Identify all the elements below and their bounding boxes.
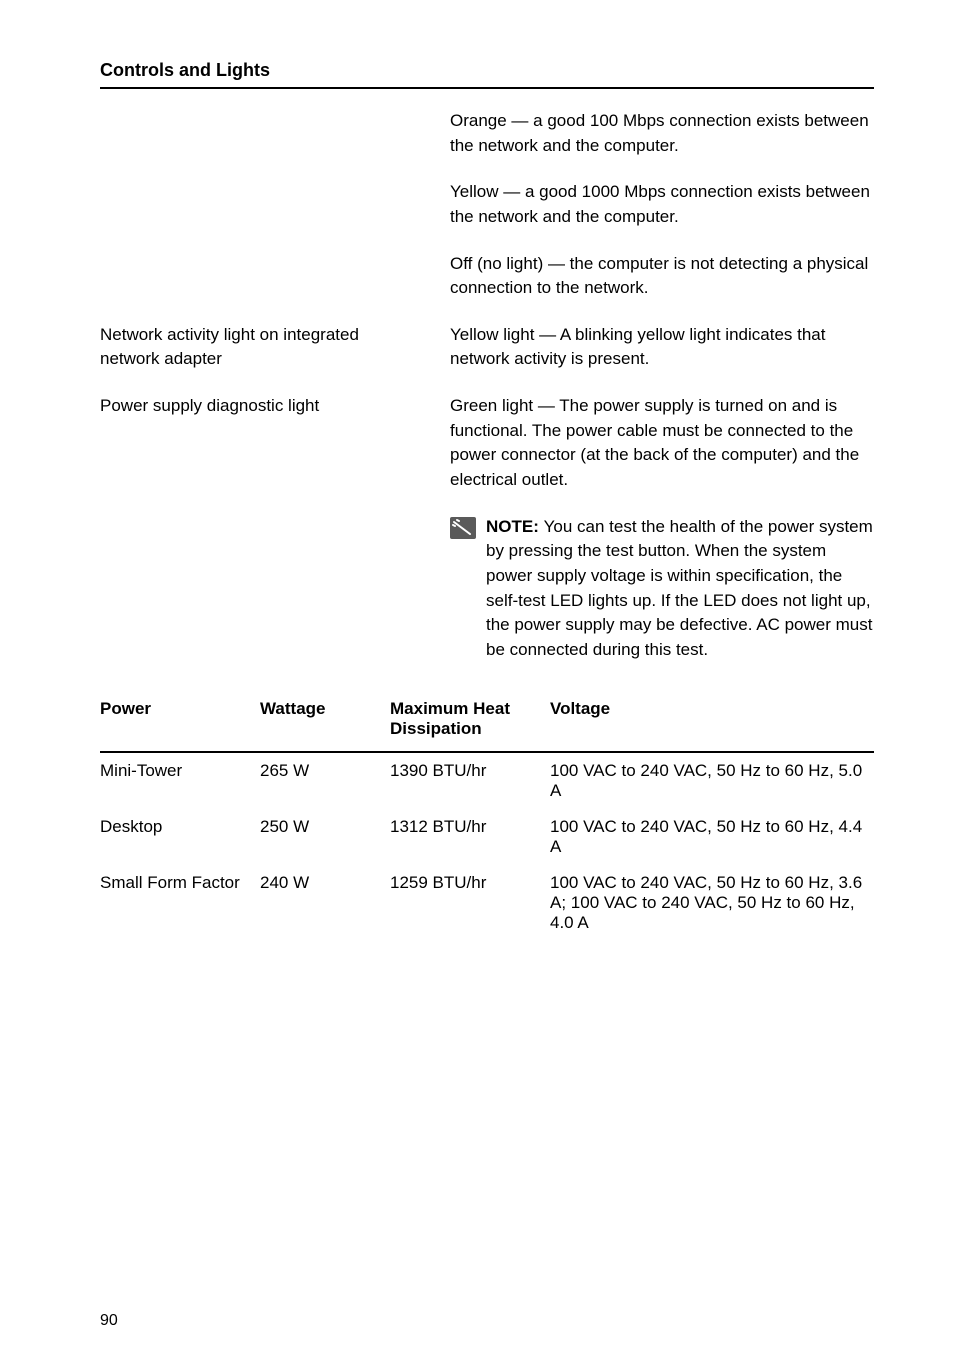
th-power: Power: [100, 691, 260, 752]
table-row: Desktop 250 W 1312 BTU/hr 100 VAC to 240…: [100, 809, 874, 865]
note-body: You can test the health of the power sys…: [486, 517, 873, 659]
empty-left: [100, 109, 420, 158]
cell-name: Mini-Tower: [100, 752, 260, 809]
note-icon: [450, 517, 476, 539]
section-divider: [100, 87, 874, 89]
th-heat: Maximum Heat Dissipation: [390, 691, 550, 752]
cell-heat: 1312 BTU/hr: [390, 809, 550, 865]
cell-heat: 1390 BTU/hr: [390, 752, 550, 809]
cell-name: Desktop: [100, 809, 260, 865]
cell-watt: 265 W: [260, 752, 390, 809]
note-prefix: NOTE:: [486, 517, 544, 536]
cell-volt: 100 VAC to 240 VAC, 50 Hz to 60 Hz, 4.4 …: [550, 809, 874, 865]
psu-diag-label: Power supply diagnostic light: [100, 394, 420, 493]
section-title: Controls and Lights: [100, 60, 874, 81]
cell-volt: 100 VAC to 240 VAC, 50 Hz to 60 Hz, 5.0 …: [550, 752, 874, 809]
cell-watt: 250 W: [260, 809, 390, 865]
network-activity-label: Network activity light on integrated net…: [100, 323, 420, 372]
psu-diag-desc: Green light — The power supply is turned…: [450, 394, 874, 493]
cell-heat: 1259 BTU/hr: [390, 865, 550, 941]
note-text: NOTE: You can test the health of the pow…: [486, 515, 874, 663]
cell-watt: 240 W: [260, 865, 390, 941]
table-row: Small Form Factor 240 W 1259 BTU/hr 100 …: [100, 865, 874, 941]
yellow-desc: Yellow — a good 1000 Mbps connection exi…: [450, 180, 874, 229]
page-number: 90: [100, 1312, 118, 1330]
empty-left: [100, 180, 420, 229]
power-table: Power Wattage Maximum Heat Dissipation V…: [100, 691, 874, 941]
table-row: Mini-Tower 265 W 1390 BTU/hr 100 VAC to …: [100, 752, 874, 809]
network-activity-desc: Yellow light — A blinking yellow light i…: [450, 323, 874, 372]
orange-desc: Orange — a good 100 Mbps connection exis…: [450, 109, 874, 158]
empty-left: [100, 252, 420, 301]
cell-name: Small Form Factor: [100, 865, 260, 941]
off-desc: Off (no light) — the computer is not det…: [450, 252, 874, 301]
th-wattage: Wattage: [260, 691, 390, 752]
cell-volt: 100 VAC to 240 VAC, 50 Hz to 60 Hz, 3.6 …: [550, 865, 874, 941]
th-voltage: Voltage: [550, 691, 874, 752]
